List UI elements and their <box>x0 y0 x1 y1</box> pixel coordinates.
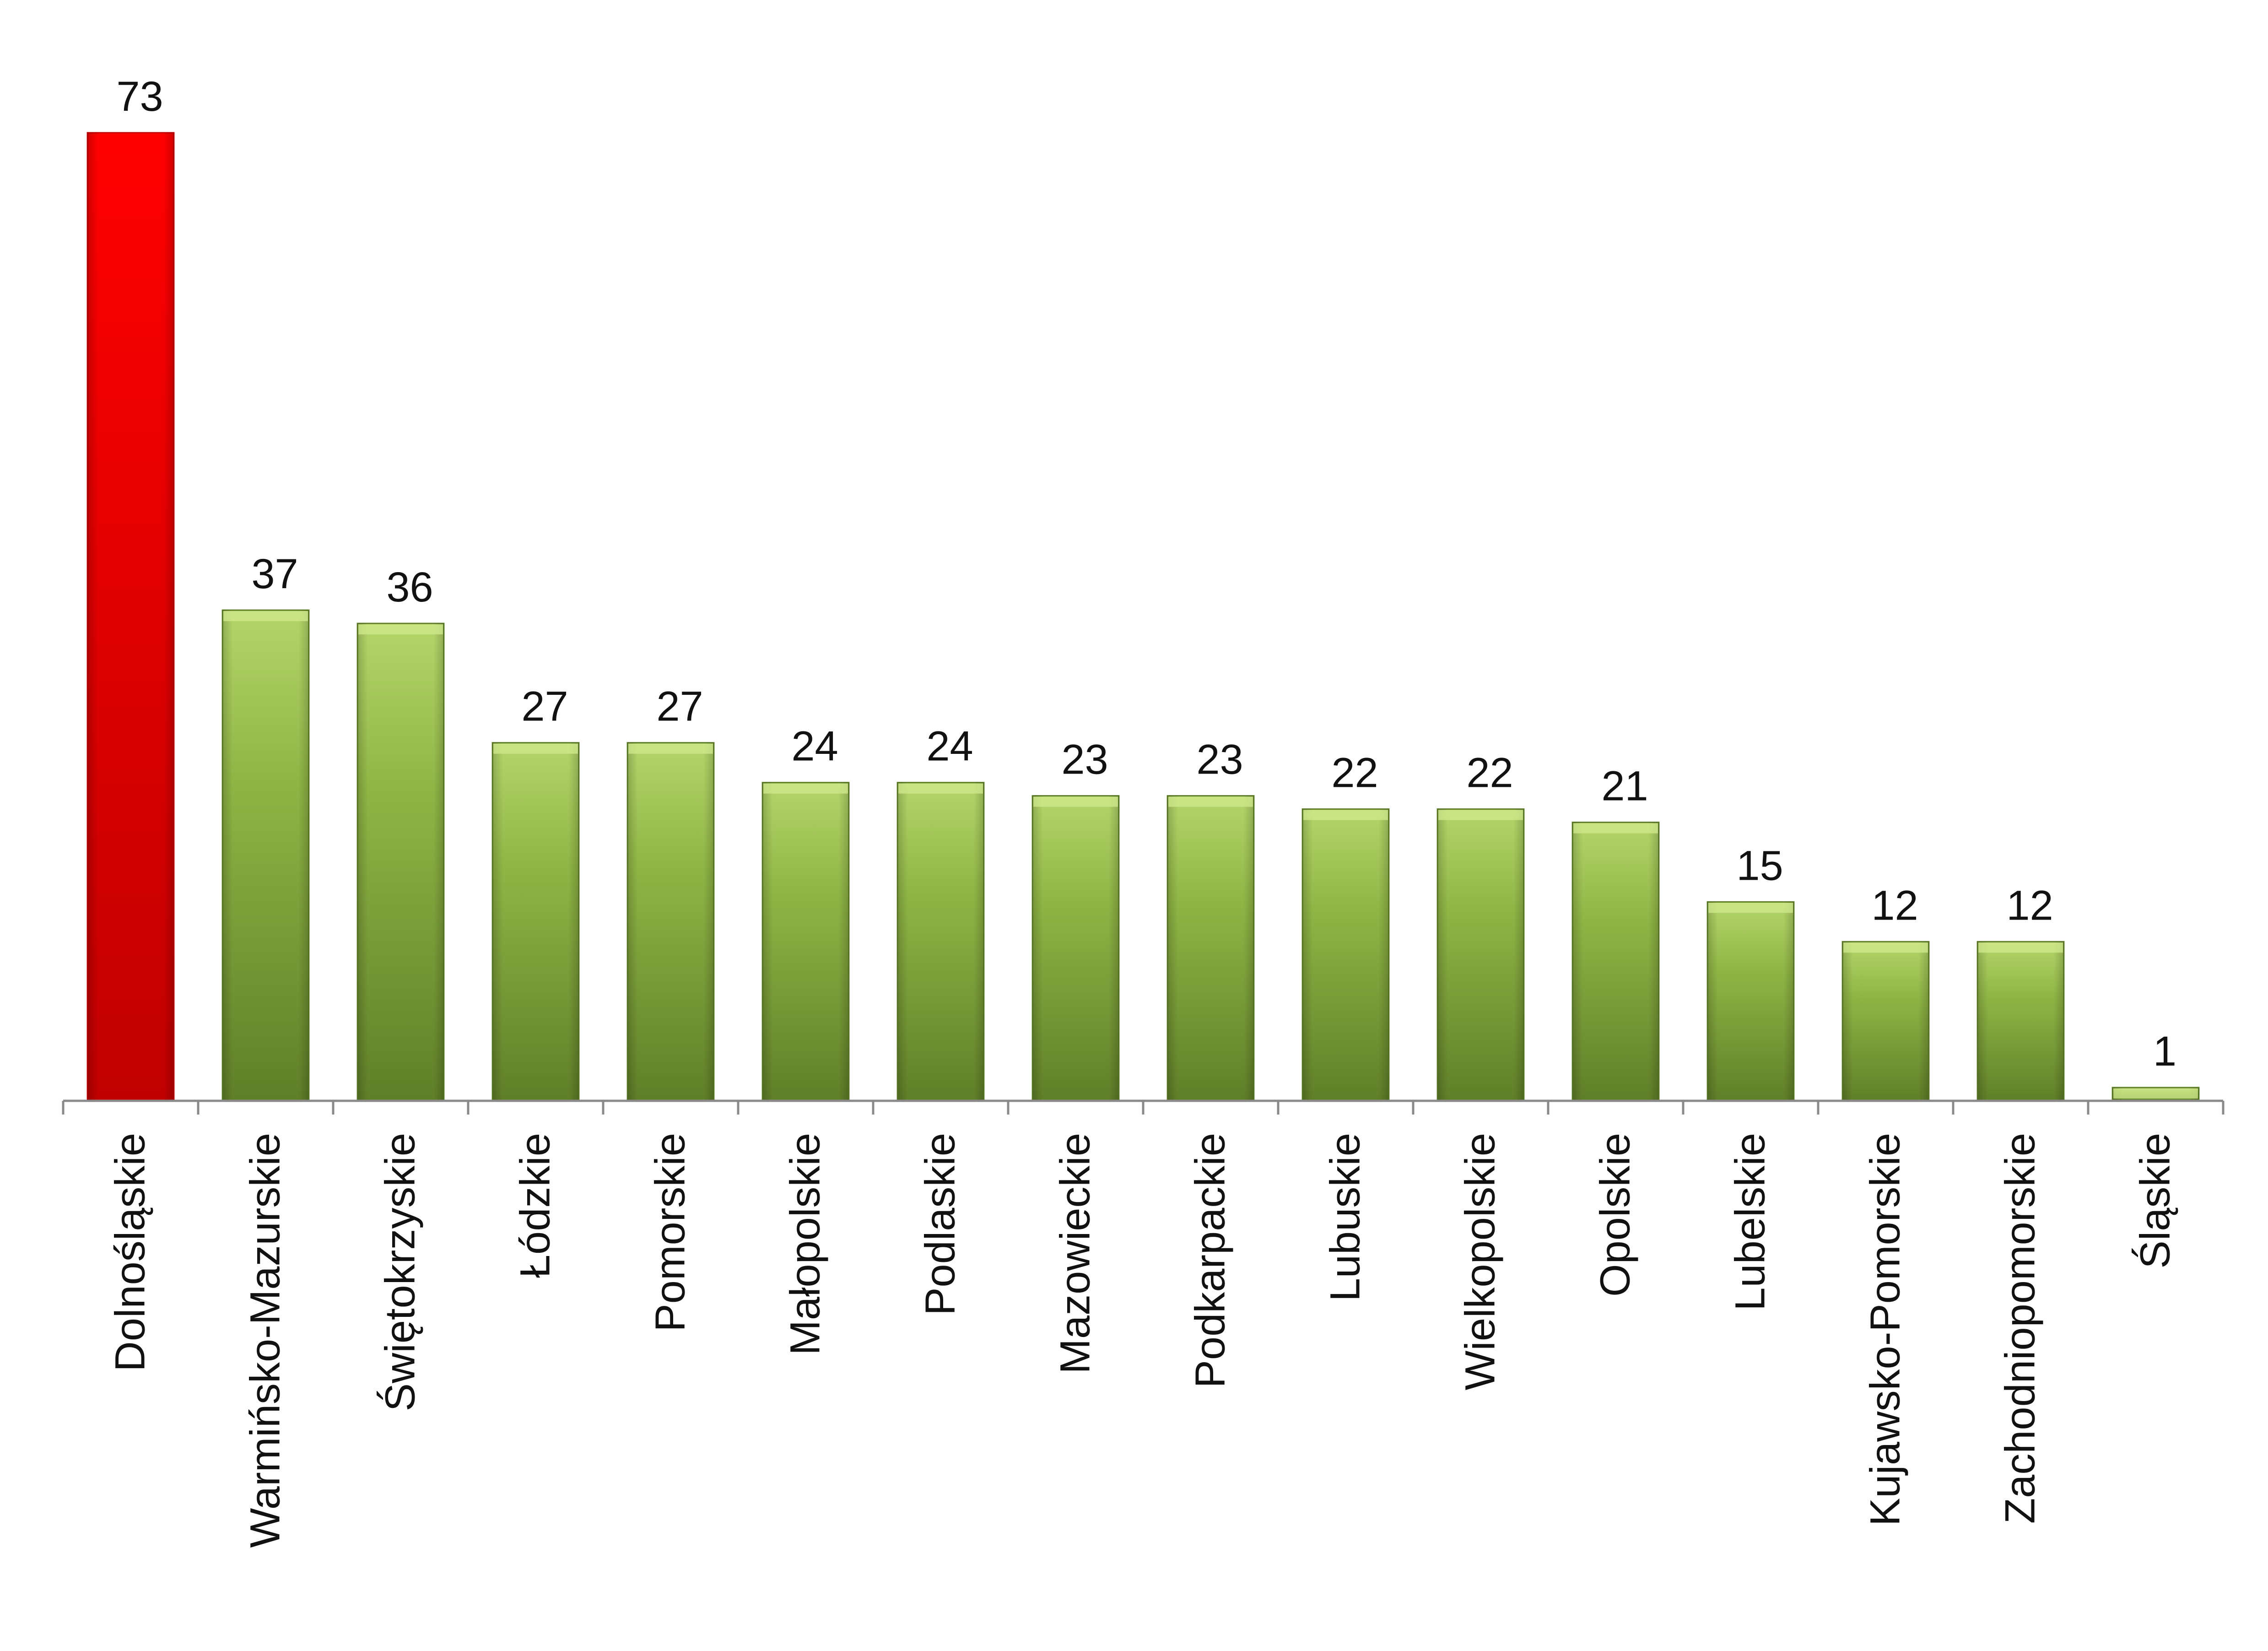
data-label-11: 22 <box>1466 750 1513 796</box>
x-axis <box>62 1099 2225 1115</box>
category-label-5: Pomorskie <box>647 1133 694 1332</box>
data-label-7: 24 <box>926 723 973 770</box>
bar-shading-12 <box>1572 822 1659 1101</box>
category-label-13: Lubelskie <box>1727 1133 1774 1311</box>
data-label-16: 1 <box>2153 1028 2176 1075</box>
bar-highlight-cap-3 <box>358 624 443 634</box>
bar-shading-8 <box>1032 796 1119 1101</box>
bar-shading-6 <box>762 782 849 1101</box>
data-label-10: 22 <box>1331 750 1378 796</box>
data-label-9: 23 <box>1196 736 1243 783</box>
bar-shading-14 <box>1842 942 1929 1101</box>
bar-shading-3 <box>357 623 444 1101</box>
category-labels-group: Dolnośląskie Warmińsko-Mazurskie Świętokrz… <box>107 1133 2179 1548</box>
bar-shading-5 <box>627 742 714 1101</box>
bars-group <box>86 132 2200 1102</box>
bar-shading-15 <box>1977 942 2064 1101</box>
category-label-6: Małopolskie <box>782 1133 829 1355</box>
data-label-8: 23 <box>1061 736 1108 783</box>
bar-highlight-cap-9 <box>1168 796 1253 807</box>
data-label-12: 21 <box>1601 763 1648 810</box>
category-label-3: Świętokrzyskie <box>376 1133 424 1411</box>
bar-highlight-cap-4 <box>493 743 578 754</box>
bar-highlight-cap-2 <box>223 611 308 621</box>
bar-highlight-cap-10 <box>1303 810 1388 820</box>
data-label-6: 24 <box>791 723 838 770</box>
value-labels-group: 73 37 36 27 27 24 24 23 23 22 22 21 15 12 12 1 <box>116 73 2176 1075</box>
data-label-14: 12 <box>1871 882 1918 929</box>
category-label-9: Podkarpackie <box>1187 1133 1234 1388</box>
bar-highlight-cap-14 <box>1843 942 1928 953</box>
category-label-16: Śląskie <box>2131 1133 2179 1269</box>
data-label-3: 36 <box>386 564 433 611</box>
category-label-4: Łódzkie <box>512 1133 559 1278</box>
data-label-13: 15 <box>1736 842 1783 889</box>
category-label-1: Dolnośląskie <box>107 1133 154 1372</box>
bar-shading-7 <box>897 782 984 1101</box>
bar-highlight-cap-11 <box>1438 810 1523 820</box>
bar-shading-4 <box>492 742 579 1101</box>
category-label-12: Opolskie <box>1592 1133 1639 1297</box>
bar-highlight-cap-16 <box>2113 1088 2198 1099</box>
bar-highlight-cap-6 <box>763 783 848 794</box>
category-label-14: Kujawsko-Pomorskie <box>1862 1133 1909 1526</box>
category-label-11: Wielkopolskie <box>1457 1133 1504 1390</box>
bar-shading-10 <box>1302 809 1389 1101</box>
bar-shading-11 <box>1437 809 1524 1101</box>
bar-shading-13 <box>1707 902 1794 1101</box>
category-label-2: Warmińsko-Mazurskie <box>242 1133 289 1548</box>
category-label-10: Lubuskie <box>1322 1133 1369 1301</box>
bar-shading-1 <box>87 133 174 1101</box>
bar-highlight-cap-15 <box>1978 942 2063 953</box>
bar-shading-9 <box>1167 796 1254 1101</box>
data-label-5: 27 <box>656 683 703 730</box>
bar-highlight-cap-7 <box>898 783 983 794</box>
category-label-15: Zachodniopomorskie <box>1997 1133 2044 1524</box>
bar-highlight-cap-13 <box>1708 903 1793 913</box>
category-label-7: Podlaskie <box>917 1133 964 1315</box>
data-label-1: 73 <box>116 73 163 120</box>
data-label-15: 12 <box>2006 882 2053 929</box>
bar-highlight-cap-12 <box>1573 823 1658 834</box>
data-label-2: 37 <box>251 551 298 597</box>
category-label-8: Mazowieckie <box>1052 1133 1099 1374</box>
bar-highlight-cap-5 <box>628 743 713 754</box>
data-label-4: 27 <box>521 683 568 730</box>
bar-highlight-cap-8 <box>1033 796 1118 807</box>
bar-shading-2 <box>222 610 309 1101</box>
